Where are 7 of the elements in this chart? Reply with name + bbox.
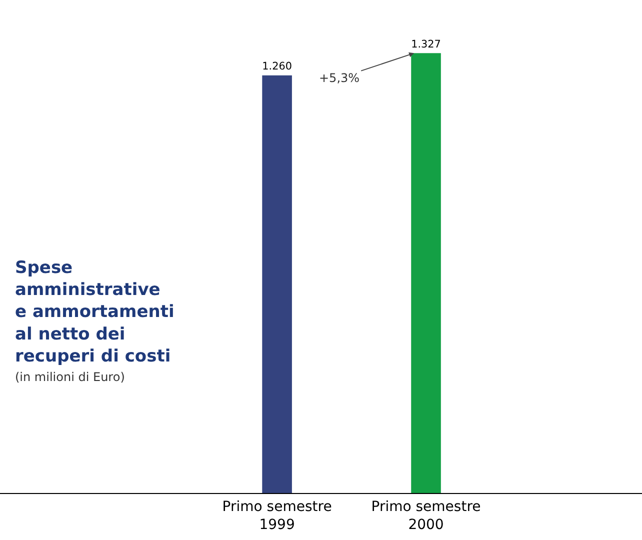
annotation: +5,3% (319, 71, 360, 85)
x-tick-label: Primo semestre 1999 (222, 498, 332, 533)
x-tick-label: Primo semestre 2000 (371, 498, 481, 533)
data-label: 1.260 (262, 60, 292, 73)
data-label: 1.327 (411, 38, 441, 50)
text: Spese amministrative e ammortamenti al netto dei recuperi di costi (15, 258, 174, 366)
text: (in milioni di Euro) (15, 370, 125, 384)
